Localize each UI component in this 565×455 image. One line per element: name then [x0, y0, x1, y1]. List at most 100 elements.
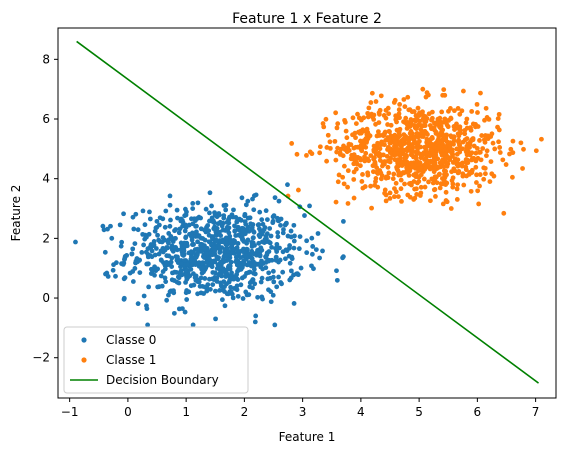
series-1-point	[372, 182, 378, 188]
series-0-point	[182, 213, 188, 219]
series-1-point	[457, 142, 462, 148]
x-axis: −1 0 1 2 3 4 5 6 7	[61, 398, 539, 419]
series-0-point	[250, 277, 256, 282]
series-0-point	[195, 246, 200, 252]
series-0-point	[291, 238, 297, 244]
series-1-point	[376, 129, 381, 135]
series-0-point	[156, 284, 162, 290]
series-1-point	[388, 155, 394, 161]
series-0-point	[218, 272, 224, 278]
series-0-point	[175, 215, 180, 221]
series-0-point	[202, 246, 207, 252]
series-1-point	[428, 142, 434, 148]
series-0-point	[144, 303, 149, 309]
series-0-point	[313, 247, 319, 252]
series-0-point	[221, 203, 227, 208]
series-1-point	[296, 187, 301, 193]
series-1-point	[402, 104, 408, 109]
series-1-point	[343, 128, 349, 134]
series-1-point	[394, 147, 400, 152]
series-1-point	[357, 130, 363, 136]
series-0-point	[267, 226, 273, 231]
series-0-point	[257, 252, 263, 258]
series-0-point	[268, 299, 274, 305]
series-1-point	[425, 159, 431, 165]
series-1-point	[366, 113, 372, 119]
series-1-point	[433, 131, 439, 136]
series-0-point	[163, 279, 169, 285]
series-1-point	[439, 144, 445, 150]
series-1-point	[370, 169, 376, 175]
series-0-point	[209, 203, 214, 209]
series-1-point	[348, 142, 354, 148]
series-0-point	[131, 226, 137, 232]
series-0-point	[171, 278, 177, 283]
series-0-point	[168, 259, 174, 265]
series-1-point	[461, 88, 466, 94]
x-tick-label: 0	[124, 405, 132, 419]
series-0-point	[190, 200, 196, 206]
series-0-point	[108, 223, 113, 229]
series-1-point	[497, 150, 503, 155]
series-0-point	[277, 257, 283, 263]
series-1-point	[384, 174, 390, 180]
series-0-point	[273, 254, 279, 260]
series-0-point	[235, 224, 241, 230]
series-0-point	[127, 270, 133, 276]
series-1-point	[349, 155, 354, 161]
series-0-point	[184, 209, 189, 215]
series-0-point	[289, 254, 295, 260]
series-0-point	[154, 218, 160, 224]
series-0-point	[280, 249, 286, 255]
series-0-point	[278, 280, 284, 285]
series-1-point	[460, 139, 466, 145]
series-0-point	[222, 303, 228, 309]
series-0-point	[167, 193, 173, 199]
series-1-point	[495, 124, 500, 130]
series-1-point	[379, 142, 384, 147]
series-1-point	[408, 160, 414, 166]
series-0-point	[175, 254, 180, 260]
series-0-point	[130, 279, 136, 284]
series-1-point	[459, 108, 465, 114]
series-0-point	[245, 237, 251, 243]
series-0-point	[227, 266, 233, 272]
series-1-point	[317, 150, 323, 156]
series-1-point	[451, 134, 457, 140]
series-1-point	[353, 121, 359, 127]
series-1-point	[413, 126, 419, 132]
series-1-point	[474, 172, 479, 178]
series-0-point	[183, 224, 189, 230]
series-0-point	[248, 263, 254, 269]
series-1-point	[455, 182, 461, 188]
series-0-point	[212, 212, 218, 218]
series-1-point	[448, 149, 454, 155]
series-0-point	[146, 231, 152, 237]
series-0-point	[275, 230, 281, 235]
series-1-point	[451, 138, 457, 144]
series-0-point	[160, 245, 166, 251]
series-0-point	[270, 268, 276, 274]
series-0-point	[207, 210, 212, 216]
series-0-point	[341, 218, 346, 224]
series-1-point	[424, 90, 430, 96]
series-0-point	[269, 244, 275, 250]
series-1-point	[393, 113, 399, 119]
series-0-point	[119, 239, 125, 245]
series-0-point	[229, 212, 235, 218]
series-0-point	[110, 267, 116, 273]
series-1-point	[444, 122, 450, 128]
series-0-point	[195, 279, 201, 284]
series-0-point	[160, 216, 166, 222]
series-0-point	[298, 265, 304, 271]
series-1-point	[381, 113, 387, 118]
series-0-point	[156, 237, 162, 243]
series-0-point	[183, 290, 189, 296]
series-1-point	[344, 135, 350, 141]
series-1-point	[415, 122, 421, 128]
series-1-point	[415, 105, 421, 111]
series-1-point	[409, 144, 415, 150]
series-0-point	[213, 232, 218, 238]
series-0-point	[162, 224, 168, 230]
series-1-point	[454, 197, 460, 202]
